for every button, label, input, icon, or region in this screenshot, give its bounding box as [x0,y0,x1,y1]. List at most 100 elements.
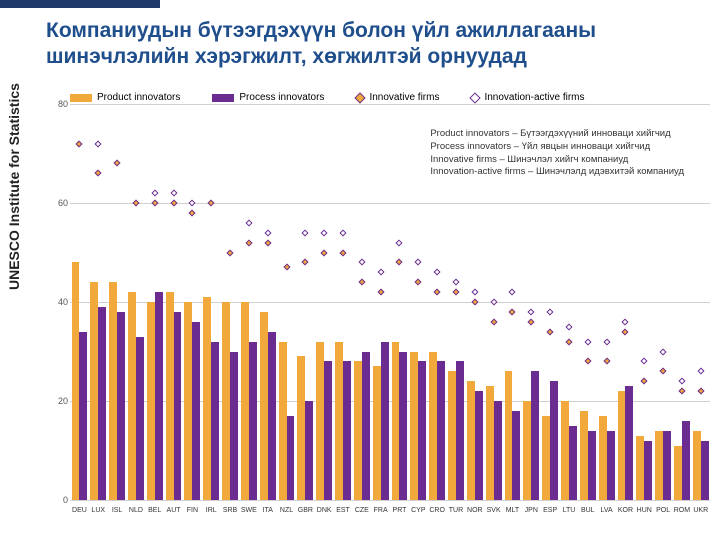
product-bar [354,361,362,500]
process-bar [155,292,163,500]
country-group [145,104,164,500]
x-tick-label: NOR [465,507,484,514]
process-bar [174,312,182,500]
process-bar [494,401,502,500]
country-group [597,104,616,500]
country-group [541,104,560,500]
process-bar [381,342,389,500]
process-bar [192,322,200,500]
process-bar [305,401,313,500]
x-tick-label: IRL [202,507,221,514]
sidebar-label: UNESCO Institute for Statistics [6,83,22,290]
y-tick-label: 40 [58,297,68,307]
product-bar [373,366,381,500]
x-tick-label: CYP [409,507,428,514]
country-group [560,104,579,500]
product-bar [561,401,569,500]
innovative-firms-marker [358,279,365,286]
legend-swatch [212,94,234,102]
product-bar [448,371,456,500]
innovation-active-marker [547,308,554,315]
country-group [654,104,673,500]
x-tick-label: GBR [296,507,315,514]
product-bar [674,446,682,500]
legend-label: Product innovators [97,92,180,103]
innovative-firms-marker [302,259,309,266]
bars-container [70,104,710,500]
innovation-active-marker [264,229,271,236]
innovation-active-marker [603,338,610,345]
process-bar [437,361,445,500]
innovation-active-marker [245,219,252,226]
product-bar [392,342,400,500]
innovative-firms-marker [76,140,83,147]
x-tick-label: BEL [145,507,164,514]
country-group [221,104,240,500]
process-bar [701,441,709,500]
process-bar [211,342,219,500]
country-group [126,104,145,500]
x-tick-label: FRA [371,507,390,514]
process-bar [98,307,106,500]
innovative-firms-marker [471,298,478,305]
country-group [635,104,654,500]
process-bar [682,421,690,500]
innovative-firms-marker [170,199,177,206]
innovative-firms-marker [245,239,252,246]
product-bar [505,371,513,500]
innovation-active-marker [660,348,667,355]
process-bar [362,352,370,501]
product-bar [279,342,287,500]
innovation-active-marker [622,318,629,325]
x-tick-label: NLD [126,507,145,514]
country-group [258,104,277,500]
innovative-firms-marker [189,209,196,216]
country-group [428,104,447,500]
x-tick-label: BUL [578,507,597,514]
process-bar [456,361,464,500]
legend-item: Process innovators [212,92,324,103]
country-group [522,104,541,500]
innovation-active-marker [452,279,459,286]
x-tick-label: DNK [315,507,334,514]
country-group [70,104,89,500]
country-group [578,104,597,500]
country-group [465,104,484,500]
x-tick-label: ITA [258,507,277,514]
product-bar [693,431,701,500]
innovative-firms-marker [697,388,704,395]
innovative-firms-marker [95,170,102,177]
x-tick-label: CZE [352,507,371,514]
process-bar [287,416,295,500]
innovative-firms-marker [452,289,459,296]
product-bar [335,342,343,500]
legend-swatch [70,94,92,102]
innovative-firms-marker [132,199,139,206]
country-group [202,104,221,500]
y-tick-label: 20 [58,396,68,406]
innovative-firms-marker [584,358,591,365]
x-tick-label: SWE [239,507,258,514]
plot-area: 020406080 [70,104,710,500]
product-bar [523,401,531,500]
process-bar [588,431,596,500]
innovation-active-marker [396,239,403,246]
country-group [239,104,258,500]
y-tick-label: 80 [58,99,68,109]
process-bar [625,386,633,500]
country-group [352,104,371,500]
x-tick-label: AUT [164,507,183,514]
process-bar [569,426,577,500]
x-tick-label: UKR [691,507,710,514]
x-tick-label: HUN [635,507,654,514]
x-tick-label: SRB [221,507,240,514]
innovative-firms-marker [208,199,215,206]
innovative-firms-marker [528,318,535,325]
process-bar [268,332,276,500]
innovative-firms-marker [283,264,290,271]
x-tick-label: FIN [183,507,202,514]
innovation-active-marker [528,308,535,315]
innovative-firms-marker [415,279,422,286]
process-bar [343,361,351,500]
process-bar [249,342,257,500]
